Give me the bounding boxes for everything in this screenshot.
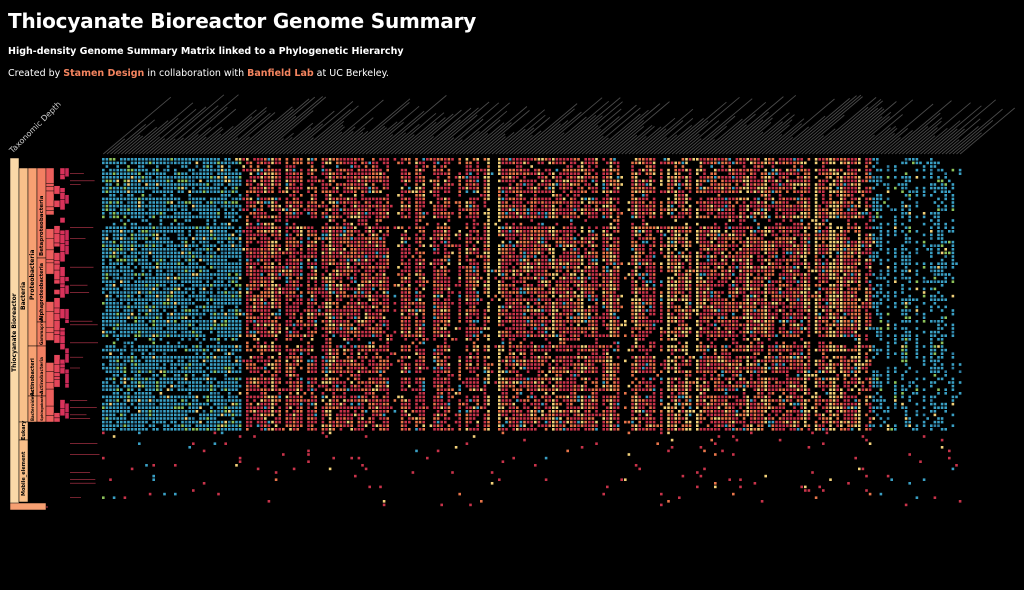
- tree-label-gammaprote: Gammaprote: [39, 315, 44, 345]
- tree-label-betaproteobacteria: Betaproteobacteria: [39, 195, 45, 256]
- column-labels: [103, 95, 1014, 154]
- tree-label-mobile-element: Mobile_element: [21, 451, 27, 496]
- tree-label-root: Thiocyanate Bioreactor: [11, 293, 18, 372]
- tree-label-bacteria: Bacteria: [20, 282, 27, 310]
- tree-label-eukary: Eukary: [21, 420, 27, 440]
- tree-label-bacteroidetes: Bacteroidetes: [30, 389, 35, 421]
- tree-label-proteobacteria: Proteobacteria: [29, 250, 36, 300]
- genome-summary-matrix[interactable]: [102, 158, 961, 506]
- tree-label-actinobacteria: Actinobacteria: [39, 357, 45, 394]
- tree-label-alphaproteobacteria: Alphaproteobacteria: [39, 263, 45, 321]
- phylogenetic-tree[interactable]: Thiocyanate Bioreactor Bacteria Eukary M…: [10, 158, 100, 510]
- tree-label-sphingobacteri: Sphingobacteri: [40, 391, 44, 421]
